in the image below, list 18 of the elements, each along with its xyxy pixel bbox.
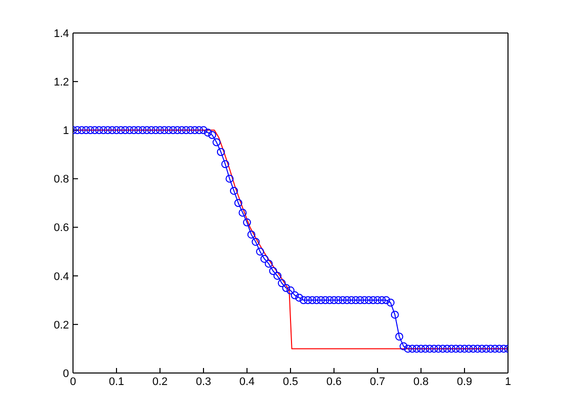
y-tick-label: 1.4 [54,28,69,40]
y-tick-label: 0.8 [54,174,69,186]
y-tick-label: 1.2 [54,76,69,88]
x-tick-label: 0.5 [282,376,298,388]
x-tick-label: 0.2 [152,376,168,388]
x-tick-label: 1 [504,376,512,388]
x-tick-label: 0.1 [108,376,124,388]
y-tick-label: 0.4 [54,270,69,283]
y-tick-label: 0 [62,368,69,380]
x-tick-label: 0.3 [196,376,212,388]
y-tick-label: 0.6 [54,222,69,234]
y-tick-label: 1 [62,125,69,138]
x-tick-label: 0.8 [413,376,429,388]
y-tick-label: 0.2 [54,319,69,332]
x-tick-label: 0.7 [370,376,386,388]
x-tick-label: 0.9 [456,376,472,388]
x-tick-label: 0.6 [326,376,342,388]
x-tick-label: 0.4 [239,376,255,388]
